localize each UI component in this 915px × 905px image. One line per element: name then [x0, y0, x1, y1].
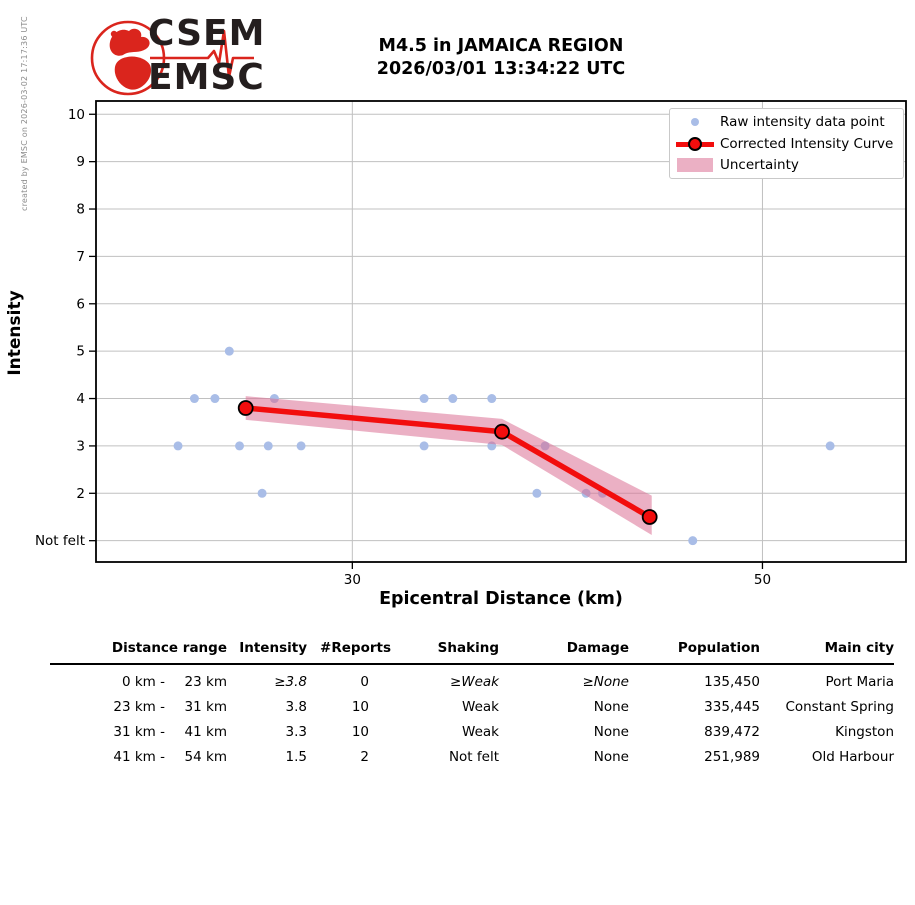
cell-population: 251,989: [704, 748, 760, 765]
table-row: 23 km - 31 km 3.8 10 Weak None 335,445 Constant…: [50, 694, 894, 719]
page-title: M4.5 in JAMAICA REGION 2026/03/01 13:34:…: [96, 35, 906, 81]
plot-border: [95, 100, 907, 563]
raw-intensity-point: [448, 394, 458, 404]
header-population: Population: [629, 640, 760, 665]
cell-intensity: 1.5: [285, 748, 307, 765]
logo-text-csem: CSEM: [148, 13, 266, 54]
cell-intensity: 3.8: [285, 698, 307, 715]
raw-intensity-point: [296, 441, 306, 451]
logo-globe-icon: [90, 20, 254, 96]
cell-main-city: Old Harbour: [811, 748, 894, 765]
legend-item-raw: Raw intensity data point: [670, 112, 903, 133]
raw-intensity-point: [189, 394, 199, 404]
header-damage: Damage: [499, 640, 629, 665]
cell-distance-from: 31 km -: [113, 723, 165, 740]
raw-intensity-point: [224, 346, 234, 356]
header-reports: #Reports: [307, 640, 391, 665]
cell-shaking: ≥Weak: [449, 673, 499, 690]
cell-distance-to: 41 km: [184, 723, 227, 740]
raw-intensity-point: [173, 441, 183, 451]
y-tick-label: 6: [76, 296, 85, 312]
raw-point-icon: [691, 118, 699, 126]
table-row: 31 km - 41 km 3.3 10 Weak None 839,472 Kingston: [50, 719, 894, 744]
y-tick-label: 3: [76, 438, 85, 454]
raw-intensity-point: [419, 441, 429, 451]
header-intensity: Intensity: [227, 640, 307, 665]
raw-intensity-point: [263, 441, 273, 451]
corrected-curve-marker: [237, 400, 254, 416]
cell-main-city: Port Maria: [825, 673, 894, 690]
logo-text-emsc: EMSC: [148, 57, 265, 98]
uncertainty-band: [245, 396, 652, 535]
raw-intensity-point: [532, 488, 542, 498]
cell-distance-from: 41 km -: [113, 748, 165, 765]
header-main-city: Main city: [760, 640, 894, 665]
table-row: 41 km - 54 km 1.5 2 Not felt None 251,989 Old H…: [50, 744, 894, 769]
y-tick-label: 10: [68, 107, 85, 123]
curve-line-icon: [676, 136, 714, 151]
raw-intensity-point: [257, 488, 267, 498]
cell-damage: ≥None: [582, 673, 629, 690]
raw-intensity-point: [825, 441, 835, 451]
legend-label: Uncertainty: [720, 157, 799, 173]
x-tick-label: 30: [344, 572, 361, 588]
cell-intensity: ≥3.8: [274, 673, 307, 690]
cell-distance-from: 0 km -: [121, 673, 165, 690]
cell-intensity: 3.3: [285, 723, 307, 740]
cell-distance-to: 23 km: [184, 673, 227, 690]
uncertainty-swatch-icon: [677, 158, 713, 172]
cell-reports: 10: [351, 723, 369, 740]
y-tick-label: 7: [76, 249, 85, 265]
y-tick-label: 5: [76, 344, 85, 360]
legend-item-uncertainty: Uncertainty: [670, 155, 903, 176]
legend-label: Corrected Intensity Curve: [720, 135, 894, 152]
cell-distance-from: 23 km -: [113, 698, 165, 715]
cell-shaking: Weak: [462, 698, 499, 715]
y-tick-label: 4: [76, 391, 85, 407]
cell-main-city: Kingston: [835, 723, 894, 740]
cell-damage: None: [593, 748, 629, 765]
cell-population: 135,450: [704, 673, 760, 690]
corrected-curve-marker: [641, 509, 658, 525]
y-tick-label: 2: [76, 486, 85, 502]
legend-item-curve: Corrected Intensity Curve: [670, 133, 903, 154]
x-tick-label: 50: [754, 572, 771, 588]
seismogram-icon: [150, 29, 254, 79]
raw-intensity-point: [487, 394, 497, 404]
table-header-row: Distance range Intensity #Reports Shakin…: [50, 640, 894, 665]
cell-reports: 0: [360, 673, 369, 690]
cell-shaking: Weak: [462, 723, 499, 740]
cell-damage: None: [593, 723, 629, 740]
cell-distance-to: 54 km: [184, 748, 227, 765]
x-axis-title: Epicentral Distance (km): [379, 589, 623, 609]
cell-reports: 10: [351, 698, 369, 715]
event-datetime: 2026/03/01 13:34:22 UTC: [376, 59, 626, 79]
legend-label: Raw intensity data point: [720, 114, 885, 130]
header-shaking: Shaking: [391, 640, 499, 665]
y-tick-label: 8: [76, 202, 85, 218]
intensity-report-table: Distance range Intensity #Reports Shakin…: [50, 640, 894, 769]
header-distance-range: Distance range: [50, 640, 227, 665]
emsc-logo: CSEM EMSC: [88, 12, 264, 104]
raw-intensity-point: [210, 394, 220, 404]
cell-reports: 2: [360, 748, 369, 765]
raw-intensity-point: [235, 441, 245, 451]
raw-intensity-point: [688, 536, 698, 546]
cell-main-city: Constant Spring: [785, 698, 894, 715]
y-axis-title: Intensity: [5, 290, 25, 376]
corrected-curve-marker: [494, 423, 510, 440]
raw-intensity-point: [419, 394, 429, 404]
plot-legend: Raw intensity data point Corrected Inten…: [669, 108, 904, 179]
cell-distance-to: 31 km: [184, 698, 227, 715]
cell-damage: None: [593, 698, 629, 715]
y-tick-label: 9: [76, 154, 85, 170]
y-tick-label: Not felt: [35, 533, 85, 549]
cell-shaking: Not felt: [448, 748, 499, 765]
cell-population: 335,445: [704, 698, 760, 715]
event-title: M4.5 in JAMAICA REGION: [378, 36, 624, 56]
intensity-distance-plot: Not felt 2 3 4 5 6 7 8 9 10 30 50: [35, 100, 907, 588]
cell-population: 839,472: [704, 723, 760, 740]
table-row: 0 km - 23 km ≥3.8 0 ≥Weak ≥None 135,450 Port Ma…: [50, 664, 894, 694]
